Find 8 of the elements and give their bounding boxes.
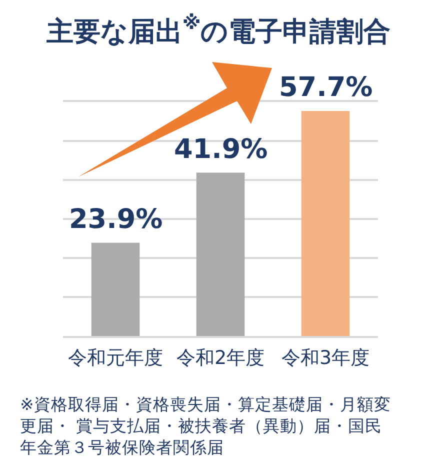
x-tick-label: 令和元年度 — [68, 346, 163, 369]
chart-title: 主要な届出$^{※}$の電子申請割合 — [45, 12, 391, 48]
x-tick-label: 令和2年度 — [176, 346, 265, 369]
data-label: 23.9% — [69, 204, 163, 235]
data-label: 57.7% — [279, 72, 373, 103]
text: ※資格取得届・資格喪失届・算定基礎届・月額変更届・ 賞与支払届・被扶養者（異動）届・国民年金第３号被保険者関係届 — [20, 395, 391, 457]
x-tick-label: 令和3年度 — [281, 346, 370, 369]
data-label: 41.9% — [174, 134, 268, 165]
